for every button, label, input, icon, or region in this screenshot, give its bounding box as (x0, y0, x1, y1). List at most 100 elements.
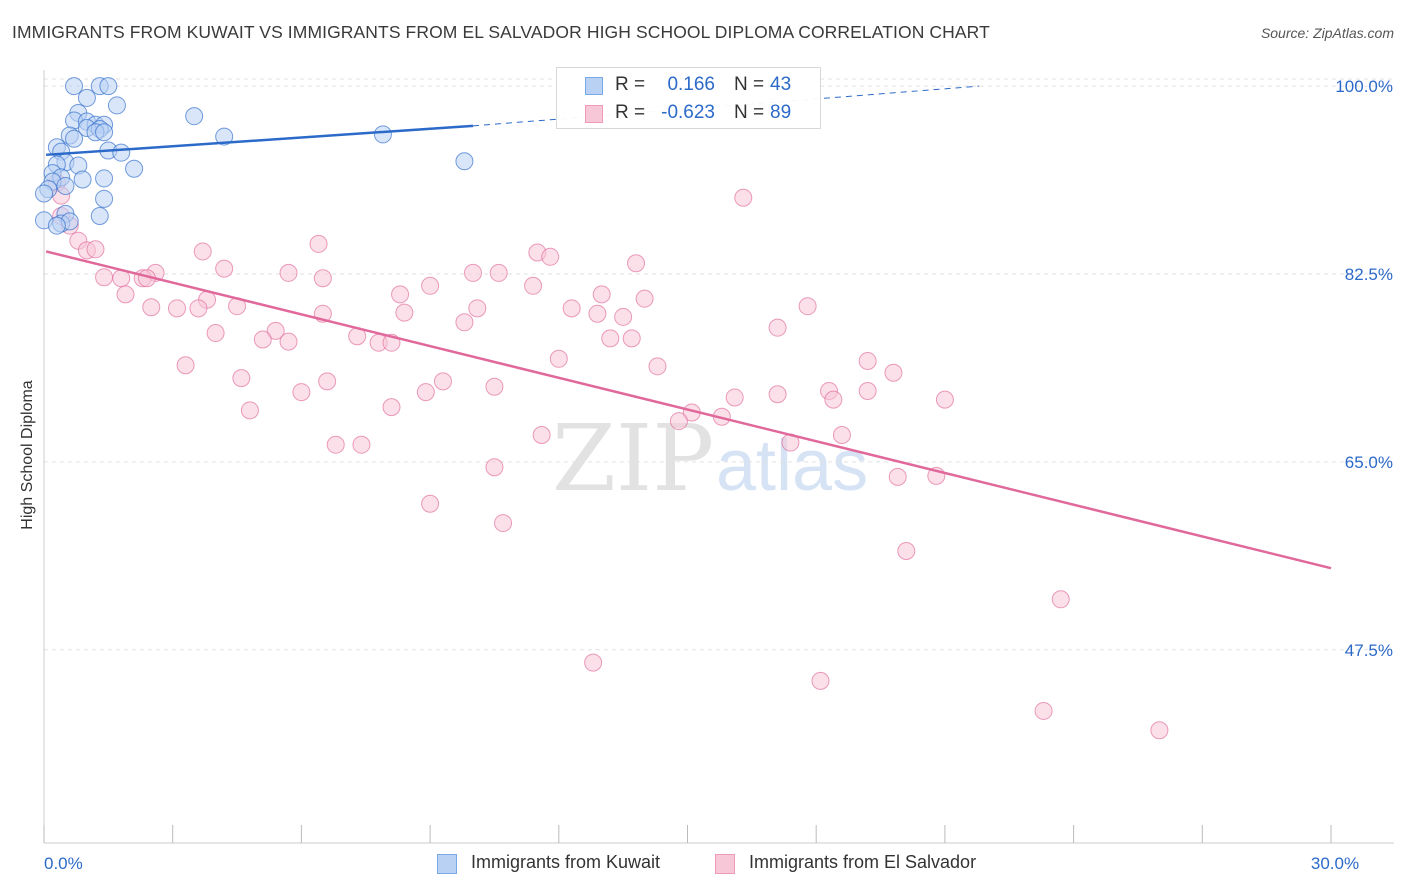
el-salvador-point (421, 276, 440, 295)
el-salvador-points (47, 173, 1169, 740)
kuwait-trend-line (46, 124, 474, 157)
y-tick-labels: 100.0% 82.5% 65.0% 47.5% (1335, 77, 1393, 660)
el-salvador-point (86, 240, 105, 259)
watermark: ZIP atlas (552, 405, 868, 512)
el-salvador-point (464, 263, 482, 282)
series-legend: Immigrants from Kuwait Immigrants from E… (0, 852, 1406, 876)
el-salvador-point (485, 458, 504, 477)
el-salvador-point (832, 426, 851, 445)
n-value: 89 (770, 102, 792, 123)
kuwait-point (95, 123, 114, 142)
y-axis-label: High School Diploma (19, 380, 36, 530)
source-credit: Source: ZipAtlas.com (1260, 25, 1394, 41)
el-salvador-point (489, 263, 508, 282)
el-salvador-point (768, 318, 787, 337)
el-salvador-point (798, 297, 817, 316)
kuwait-legend-label: Immigrants from Kuwait (471, 852, 661, 872)
el-salvador-point (395, 303, 414, 322)
el-salvador-point (592, 285, 611, 304)
el-salvador-point (189, 299, 208, 318)
kuwait-point (73, 170, 92, 189)
kuwait-legend-swatch (437, 854, 457, 874)
el-salvador-point (309, 234, 328, 253)
y-tick-label: 47.5% (1345, 641, 1393, 660)
y-tick-label: 65.0% (1345, 453, 1393, 472)
n-label: N = (734, 74, 765, 95)
el-salvador-point (768, 385, 787, 404)
el-salvador-point (326, 435, 345, 454)
el-salvador-point (142, 298, 161, 317)
el-salvador-point (494, 514, 513, 533)
kuwait-point (125, 159, 144, 178)
kuwait-point (95, 189, 114, 208)
el-salvador-point (206, 324, 225, 343)
el-salvador-point (266, 321, 285, 340)
el-salvador-point (532, 426, 551, 445)
el-salvador-point (562, 299, 581, 318)
el-salvador-point (382, 398, 401, 417)
x-tick-label: 30.0% (1311, 854, 1359, 873)
el-salvador-point (232, 369, 251, 388)
kuwait-point (112, 143, 131, 162)
el-salvador-point (588, 304, 607, 323)
kuwait-points (35, 77, 474, 235)
kuwait-point (77, 88, 96, 107)
el-salvador-point (601, 329, 620, 348)
el-salvador-point (549, 349, 568, 368)
y-tick-label: 100.0% (1335, 77, 1393, 96)
el-salvador-point (622, 329, 641, 348)
el-salvador-point (455, 313, 474, 332)
el-salvador-legend-label: Immigrants from El Salvador (749, 852, 977, 872)
correlation-legend: R = 0.166 N = 43 R = -0.623 N = 89 (556, 67, 821, 129)
kuwait-point (90, 207, 109, 226)
kuwait-point (65, 129, 84, 148)
kuwait-point (47, 216, 66, 235)
el-salvador-point (824, 390, 843, 409)
kuwait-point (95, 169, 114, 188)
x-tick-labels: 0.0% 30.0% (44, 854, 1359, 873)
el-salvador-point (884, 363, 903, 382)
el-salvador-point (669, 412, 688, 431)
el-salvador-point (725, 388, 744, 407)
kuwait-point (35, 184, 53, 203)
el-salvador-point (215, 259, 234, 278)
kuwait-point (215, 127, 234, 146)
el-salvador-point (421, 494, 440, 513)
el-salvador-point (352, 435, 371, 454)
kuwait-point (99, 77, 118, 96)
el-salvador-point (313, 269, 332, 288)
el-salvador-point (627, 254, 646, 273)
kuwait-point (373, 125, 392, 144)
el-salvador-point (193, 242, 212, 261)
el-salvador-point (1034, 701, 1053, 720)
el-salvador-point (253, 330, 272, 349)
gridlines (44, 78, 1394, 651)
el-salvador-point (116, 285, 135, 304)
el-salvador-point (1150, 721, 1169, 740)
el-salvador-point (635, 289, 654, 308)
kuwait-swatch (585, 77, 603, 95)
el-salvador-point (858, 351, 877, 370)
el-salvador-point (95, 268, 114, 287)
el-salvador-point (433, 372, 452, 391)
el-salvador-point (318, 372, 337, 391)
kuwait-point (65, 77, 84, 96)
x-tick-label: 0.0% (44, 854, 83, 873)
el-salvador-point (541, 247, 560, 266)
el-salvador-point (584, 653, 603, 672)
el-salvador-legend-swatch (715, 854, 735, 874)
n-value: 43 (770, 74, 792, 95)
el-salvador-point (935, 390, 954, 409)
y-tick-label: 82.5% (1345, 265, 1393, 284)
kuwait-point (107, 96, 126, 115)
el-salvador-point (279, 263, 298, 282)
el-salvador-point (897, 541, 916, 560)
kuwait-point (185, 107, 204, 126)
el-salvador-point (485, 377, 504, 396)
el-salvador-trend-line (45, 250, 1332, 570)
el-salvador-point (648, 357, 667, 376)
el-salvador-point (614, 307, 633, 326)
el-salvador-point (858, 382, 877, 401)
legend-row-el-salvador: R = -0.623 N = 89 (557, 100, 820, 128)
